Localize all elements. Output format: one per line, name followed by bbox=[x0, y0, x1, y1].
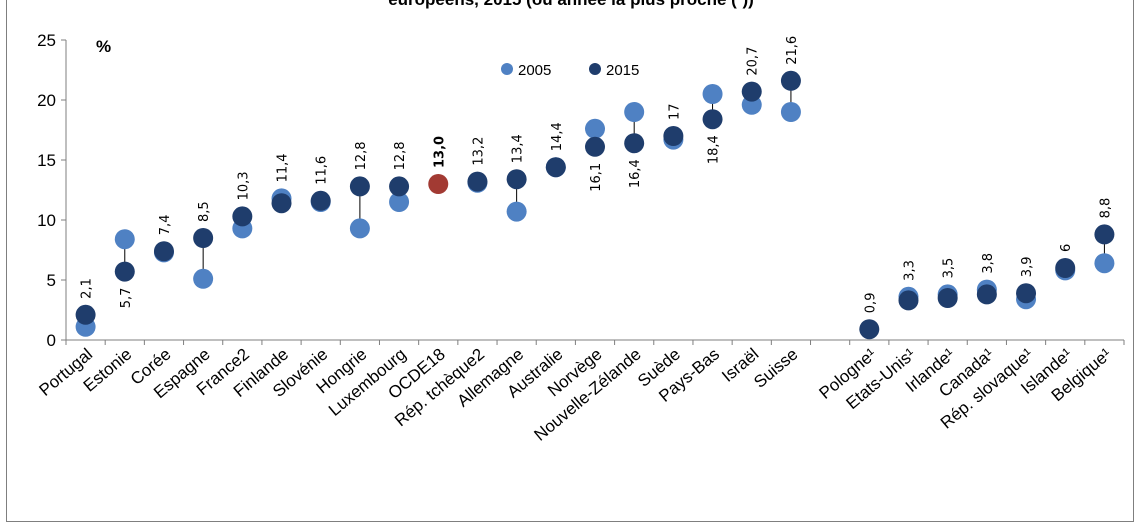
data-label: 20,7 bbox=[746, 47, 761, 76]
point-2015 bbox=[937, 288, 958, 308]
chart-frame bbox=[6, 0, 1134, 522]
point-2015 bbox=[898, 290, 919, 311]
data-label: 3,9 bbox=[1020, 257, 1035, 278]
data-label: 11,4 bbox=[276, 153, 291, 182]
data-label: 8,5 bbox=[197, 201, 212, 222]
point-2015 bbox=[780, 70, 801, 91]
point-2015 bbox=[193, 228, 214, 248]
data-label: 12,8 bbox=[354, 141, 369, 170]
point-2015 bbox=[153, 241, 174, 262]
legend-label-2015: 2015 bbox=[606, 62, 639, 79]
data-label: 0,9 bbox=[863, 293, 878, 314]
data-label: 21,6 bbox=[785, 36, 800, 65]
y-tick-label: 5 bbox=[47, 271, 56, 290]
data-label: 14,4 bbox=[550, 122, 565, 151]
point-2015 bbox=[506, 169, 527, 190]
point-2015 bbox=[976, 284, 997, 305]
point-2015 bbox=[310, 190, 331, 211]
y-tick-label: 0 bbox=[47, 331, 56, 350]
data-label: 13,2 bbox=[471, 137, 486, 166]
point-2005 bbox=[349, 218, 370, 239]
y-tick-label: 10 bbox=[37, 211, 56, 230]
data-label: 11,6 bbox=[315, 156, 330, 185]
data-label: 13,0 bbox=[432, 136, 447, 168]
data-label: 10,3 bbox=[236, 171, 251, 200]
point-2005 bbox=[780, 102, 801, 122]
point-2015 bbox=[585, 136, 605, 157]
point-2015 bbox=[75, 304, 96, 325]
point-2015 bbox=[1016, 283, 1037, 304]
data-label: 17 bbox=[667, 103, 682, 120]
data-label: 2,1 bbox=[80, 278, 95, 299]
y-axis-label: % bbox=[96, 37, 111, 56]
point-2015 bbox=[741, 81, 762, 102]
point-2015 bbox=[702, 109, 723, 130]
y-tick-label: 25 bbox=[37, 31, 56, 50]
point-2005 bbox=[585, 118, 605, 139]
data-label: 3,8 bbox=[981, 253, 996, 274]
data-label: 18,4 bbox=[707, 135, 722, 164]
category-label: Portugal bbox=[35, 345, 96, 400]
point-2015 bbox=[389, 176, 410, 197]
legend: 2005 2015 bbox=[501, 62, 639, 79]
data-label: 16,1 bbox=[589, 163, 604, 192]
point-2015 bbox=[859, 319, 880, 340]
legend-marker-2005 bbox=[501, 63, 513, 75]
point-2015 bbox=[624, 133, 645, 154]
data-label: 6 bbox=[1059, 244, 1074, 252]
point-2015 bbox=[1055, 258, 1076, 278]
data-label: 16,4 bbox=[628, 159, 643, 188]
point-2005 bbox=[506, 201, 527, 222]
points bbox=[75, 70, 1115, 340]
y-tick-label: 20 bbox=[37, 91, 56, 110]
point-2015 bbox=[271, 193, 292, 214]
point-2005 bbox=[1094, 253, 1115, 274]
data-label: 3,3 bbox=[902, 260, 917, 281]
axes: 0 5 10 15 20 25 bbox=[37, 31, 1125, 350]
point-2005 bbox=[389, 192, 410, 212]
point-2015 bbox=[467, 171, 488, 192]
data-label: 7,4 bbox=[158, 215, 173, 236]
legend-label-2005: 2005 bbox=[518, 62, 551, 79]
point-oecd-average bbox=[428, 174, 449, 194]
point-2015 bbox=[1094, 224, 1115, 245]
point-2015 bbox=[545, 157, 566, 178]
point-2005 bbox=[702, 84, 723, 104]
point-2005 bbox=[114, 229, 135, 250]
data-label: 12,8 bbox=[393, 141, 408, 170]
category-label: Suisse bbox=[750, 345, 801, 392]
point-2005 bbox=[193, 268, 214, 289]
data-labels: 2,1 5,7 7,4 8,5 10,3 11,4 11,6 12,8 12,8 13,0 13,2… bbox=[80, 36, 1114, 313]
point-2015 bbox=[349, 176, 370, 197]
data-label: 5,7 bbox=[119, 288, 134, 309]
data-label: 3,5 bbox=[942, 258, 957, 279]
chart-title: européens, 2015 (ou année la plus proche… bbox=[0, 0, 1142, 10]
data-label: 13,4 bbox=[511, 134, 526, 163]
point-2015 bbox=[232, 206, 253, 227]
y-tick-label: 15 bbox=[37, 151, 56, 170]
category-labels: PortugalEstonieCoréeEspagneFrance2Finlan… bbox=[35, 344, 1115, 444]
data-label: 8,8 bbox=[1098, 198, 1113, 219]
point-2005 bbox=[624, 102, 645, 122]
point-2015 bbox=[663, 126, 684, 146]
legend-marker-2015 bbox=[589, 63, 601, 75]
point-2015 bbox=[114, 261, 135, 282]
